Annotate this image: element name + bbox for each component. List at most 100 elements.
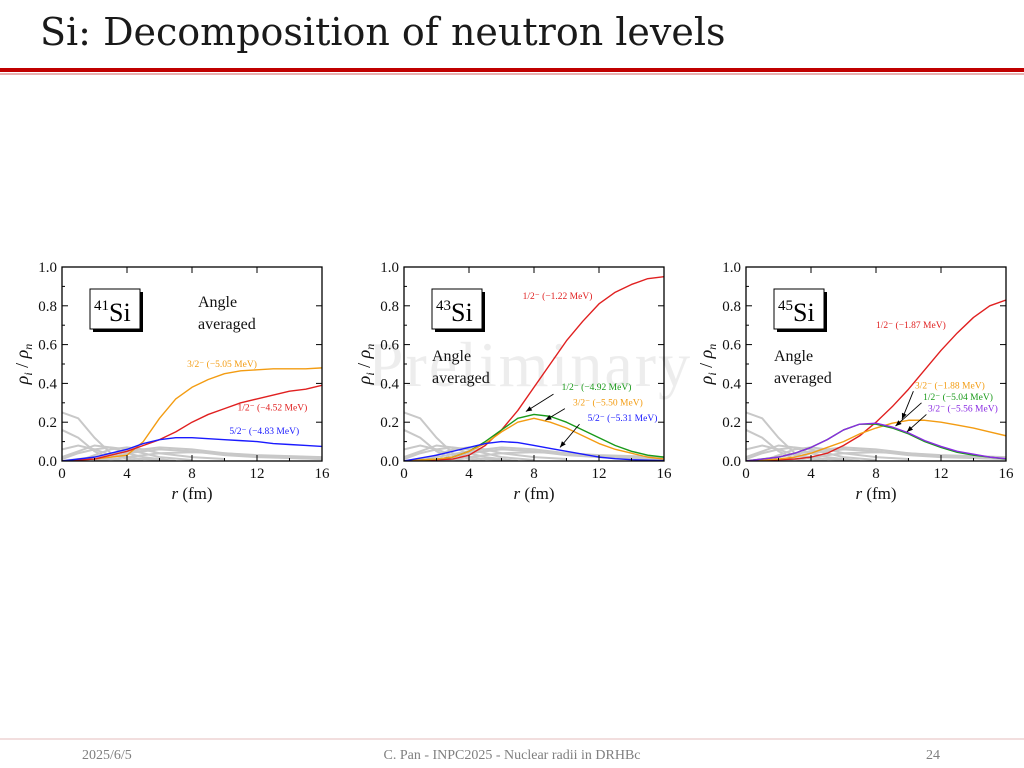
y-tick-label: 0.2 (380, 415, 399, 431)
y-axis-label: ρi / ρn (354, 344, 377, 386)
nucleus-box (431, 288, 483, 330)
y-tick-label: 0.2 (38, 415, 57, 431)
series-line-2 (62, 384, 322, 461)
x-tick-label: 8 (530, 466, 538, 482)
slide-title: Si: Decomposition of neutron levels (40, 10, 726, 54)
angle-note-line: Angle (432, 348, 471, 365)
x-tick-label: 0 (58, 466, 66, 482)
background-level-curve (404, 444, 518, 461)
series-label: 3/2⁻ (−1.88 MeV) (915, 380, 985, 391)
plot-area (62, 367, 322, 461)
title-rule (0, 68, 1024, 72)
label-arrowhead (901, 412, 907, 420)
chart-panel-43: 0 4 8 12 16 0.0 0.2 0.4 0.6 0.8 1.0 r (fm) ρi / ρn 43… (354, 260, 672, 503)
y-tick-label: 1.0 (38, 260, 57, 276)
footer-rule (0, 738, 1024, 740)
series-label: 1/2⁻ (−4.52 MeV) (238, 403, 308, 414)
y-tick-label: 0.6 (722, 338, 741, 354)
angle-note-line: averaged (198, 316, 256, 333)
y-tick-label: 1.0 (722, 260, 741, 276)
page-number: 24 (926, 748, 940, 763)
label-arrowhead (895, 420, 902, 427)
series-line-4 (746, 422, 1006, 461)
y-axis-label: ρi / ρn (12, 344, 35, 386)
plot-area (746, 299, 1006, 461)
nucleus-box (773, 288, 825, 330)
x-tick-label: 16 (657, 466, 673, 482)
footer-citation: C. Pan - INPC2025 - Nuclear radii in DRH… (383, 748, 641, 763)
y-tick-label: 0.8 (38, 299, 57, 315)
y-tick-label: 0.0 (380, 454, 399, 470)
nucleus-label: 45Si (778, 298, 815, 327)
series-line-4 (404, 440, 664, 461)
series-line-1 (746, 299, 1006, 461)
series-label: 1/2⁻ (−1.22 MeV) (523, 291, 593, 302)
y-tick-label: 0.0 (38, 454, 57, 470)
series-label: 5/2⁻ (−4.83 MeV) (229, 426, 299, 437)
x-axis-label: r (fm) (855, 484, 896, 503)
x-axis-label: r (fm) (171, 484, 212, 503)
series-label: 1/2⁻ (−1.87 MeV) (876, 320, 946, 331)
series-label: 3/2⁻ (−5.05 MeV) (187, 359, 257, 370)
x-tick-label: 12 (250, 466, 265, 482)
y-tick-label: 0.6 (380, 338, 399, 354)
x-tick-label: 4 (123, 466, 131, 482)
nucleus-box (89, 288, 141, 330)
x-tick-label: 16 (999, 466, 1015, 482)
y-tick-label: 0.0 (722, 454, 741, 470)
angle-note-line: averaged (774, 370, 832, 387)
footer-date: 2025/6/5 (82, 748, 132, 763)
y-tick-label: 0.4 (38, 376, 57, 392)
x-tick-label: 0 (400, 466, 408, 482)
x-tick-label: 4 (465, 466, 473, 482)
y-tick-label: 0.2 (722, 415, 741, 431)
background-level-curve (62, 444, 176, 461)
chart-panel-41: 0 4 8 12 16 0.0 0.2 0.4 0.6 0.8 1.0 r (fm) ρi / ρn 41… (12, 260, 330, 503)
y-tick-label: 0.4 (722, 376, 741, 392)
angle-note-line: Angle (198, 294, 237, 311)
background-level-curve (746, 429, 812, 461)
nucleus-label: 41Si (94, 298, 131, 327)
x-tick-label: 12 (934, 466, 949, 482)
x-axis-label: r (fm) (513, 484, 554, 503)
background-level-curve (404, 429, 470, 461)
y-tick-label: 1.0 (380, 260, 399, 276)
series-label: 3/2⁻ (−5.56 MeV) (928, 404, 998, 415)
charts-area: Preliminary 0 4 8 12 16 0.0 0.2 0.4 0.6 0.8 1.0 r (f… (12, 260, 1014, 503)
series-line-3 (404, 417, 664, 461)
y-tick-label: 0.8 (380, 299, 399, 315)
x-tick-label: 0 (742, 466, 750, 482)
y-axis-label: ρi / ρn (696, 344, 719, 386)
series-line-3 (62, 437, 322, 461)
series-line-1 (62, 367, 322, 461)
series-label: 1/2⁻ (−4.92 MeV) (562, 382, 632, 393)
background-level-curve (761, 446, 909, 461)
background-level-curve (746, 444, 860, 461)
label-arrowhead (545, 415, 552, 421)
series-label: 3/2⁻ (−5.50 MeV) (573, 398, 643, 409)
x-tick-label: 4 (807, 466, 815, 482)
background-level-curve (62, 444, 176, 461)
label-arrowhead (560, 441, 566, 448)
series-label: 5/2⁻ (−5.31 MeV) (588, 413, 658, 424)
y-tick-label: 0.6 (38, 338, 57, 354)
chart-panel-45: 0 4 8 12 16 0.0 0.2 0.4 0.6 0.8 1.0 r (fm) ρi / ρn 45… (696, 260, 1014, 503)
angle-note-line: averaged (432, 370, 490, 387)
watermark-text: Preliminary (368, 329, 692, 400)
x-tick-label: 12 (592, 466, 607, 482)
series-line-1 (404, 276, 664, 461)
y-tick-label: 0.8 (722, 299, 741, 315)
x-tick-label: 8 (872, 466, 880, 482)
x-tick-label: 8 (188, 466, 196, 482)
series-label: 1/2⁻ (−5.04 MeV) (923, 392, 993, 403)
y-tick-label: 0.4 (380, 376, 399, 392)
angle-note-line: Angle (774, 348, 813, 365)
x-tick-label: 16 (315, 466, 331, 482)
background-level-curve (404, 446, 664, 461)
background-level-curve (404, 444, 518, 461)
label-arrowhead (906, 426, 914, 432)
label-arrowhead (525, 406, 533, 412)
nucleus-label: 43Si (436, 298, 473, 327)
title-rule-shadow (0, 73, 1024, 75)
background-level-curve (62, 429, 128, 461)
